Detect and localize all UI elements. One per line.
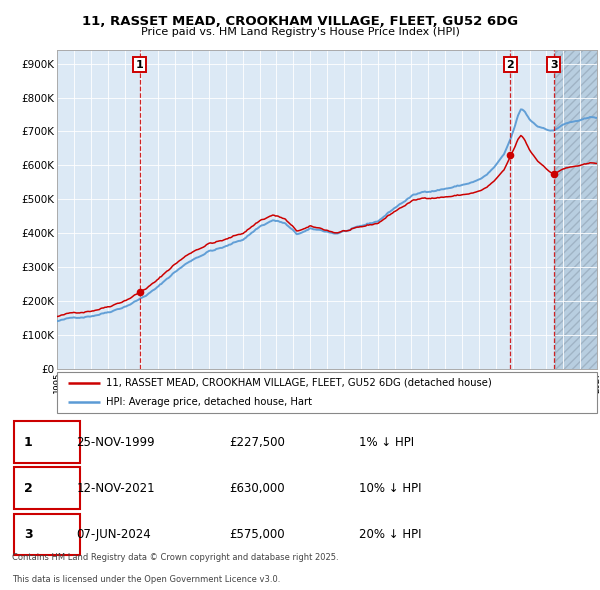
- Text: 12-NOV-2021: 12-NOV-2021: [77, 481, 155, 495]
- Text: Price paid vs. HM Land Registry's House Price Index (HPI): Price paid vs. HM Land Registry's House …: [140, 27, 460, 37]
- Text: 1: 1: [136, 60, 143, 70]
- Text: HPI: Average price, detached house, Hart: HPI: Average price, detached house, Hart: [106, 397, 311, 407]
- Text: 3: 3: [24, 528, 32, 541]
- Text: 2: 2: [24, 481, 33, 495]
- Text: 2: 2: [506, 60, 514, 70]
- Text: 10% ↓ HPI: 10% ↓ HPI: [359, 481, 421, 495]
- Bar: [555, 50, 597, 369]
- Text: 25-NOV-1999: 25-NOV-1999: [77, 435, 155, 448]
- Text: 20% ↓ HPI: 20% ↓ HPI: [359, 528, 421, 541]
- FancyBboxPatch shape: [14, 514, 80, 555]
- Text: 11, RASSET MEAD, CROOKHAM VILLAGE, FLEET, GU52 6DG (detached house): 11, RASSET MEAD, CROOKHAM VILLAGE, FLEET…: [106, 378, 491, 388]
- Text: £630,000: £630,000: [229, 481, 285, 495]
- Text: This data is licensed under the Open Government Licence v3.0.: This data is licensed under the Open Gov…: [12, 575, 280, 584]
- Text: Contains HM Land Registry data © Crown copyright and database right 2025.: Contains HM Land Registry data © Crown c…: [12, 553, 338, 562]
- Text: £227,500: £227,500: [229, 435, 286, 448]
- Text: 1: 1: [24, 435, 33, 448]
- Text: 11, RASSET MEAD, CROOKHAM VILLAGE, FLEET, GU52 6DG: 11, RASSET MEAD, CROOKHAM VILLAGE, FLEET…: [82, 15, 518, 28]
- Text: 07-JUN-2024: 07-JUN-2024: [77, 528, 151, 541]
- Text: 1% ↓ HPI: 1% ↓ HPI: [359, 435, 414, 448]
- Bar: [555, 50, 597, 369]
- Text: £575,000: £575,000: [229, 528, 285, 541]
- FancyBboxPatch shape: [14, 467, 80, 509]
- Text: 3: 3: [550, 60, 557, 70]
- FancyBboxPatch shape: [14, 421, 80, 463]
